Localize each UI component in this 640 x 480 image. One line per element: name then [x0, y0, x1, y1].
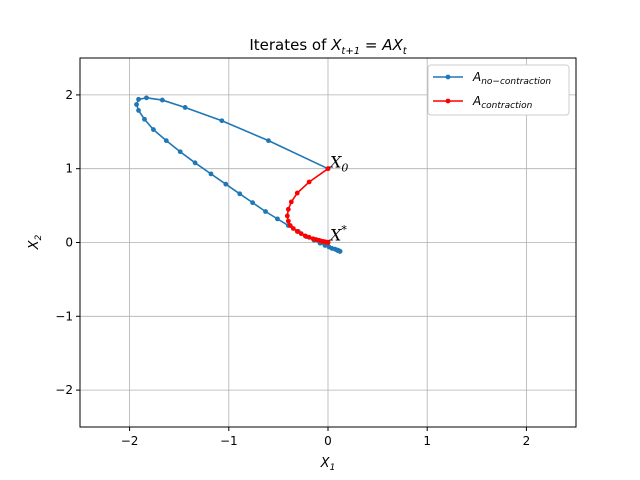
data-point-no-contraction: [151, 127, 156, 132]
x-tick-label: 1: [423, 434, 431, 448]
chart-title: Iterates of Xt+1 = AXt: [249, 36, 407, 57]
data-point-no-contraction: [142, 116, 147, 122]
data-point-contraction: [302, 233, 308, 239]
title-eq-sub: t: [403, 46, 408, 57]
y-tick-label: 0: [65, 236, 73, 250]
data-point-no-contraction: [275, 216, 280, 222]
data-point-no-contraction: [223, 181, 229, 187]
data-point-no-contraction: [144, 95, 149, 101]
data-point-contraction: [285, 218, 291, 224]
data-point-no-contraction: [237, 191, 243, 197]
y-tick-label: −2: [55, 383, 73, 397]
legend-label-contraction: Acontraction: [472, 94, 533, 111]
data-point-no-contraction: [208, 171, 214, 177]
annotation-x0-sub: 0: [341, 162, 348, 175]
x-axis-label-sub: 1: [330, 463, 336, 473]
data-point-no-contraction: [159, 97, 165, 103]
x-tick-label: −2: [121, 434, 139, 448]
x-axis-label: X1: [320, 456, 336, 473]
data-point-contraction: [290, 226, 296, 231]
data-point-contraction: [306, 234, 312, 240]
legend-marker-no-contraction: [445, 74, 451, 80]
data-point-no-contraction: [219, 118, 225, 124]
y-axis-label: X2: [27, 234, 44, 250]
data-point-no-contraction: [263, 209, 268, 214]
x-tick-label: 0: [324, 434, 332, 448]
annotation-x0: X0: [328, 153, 348, 175]
legend: Ano−contraction Acontraction: [427, 64, 570, 116]
annotation-xstar-main: X: [328, 226, 342, 245]
data-point-contraction: [325, 166, 331, 172]
data-point-no-contraction: [266, 138, 271, 144]
legend-contraction-main: A: [472, 94, 481, 108]
legend-box: [427, 64, 570, 116]
title-prefix: Iterates of: [249, 36, 331, 54]
annotation-xstar-sup: *: [341, 224, 347, 237]
x-tick-label: −1: [220, 434, 238, 448]
data-point-contraction: [294, 229, 300, 234]
title-math-sub: t+1: [341, 46, 360, 57]
annotation-x0-main: X: [328, 153, 342, 172]
legend-contraction-sub: contraction: [481, 101, 532, 111]
y-axis-label-main: X: [27, 239, 42, 250]
data-point-contraction: [284, 213, 290, 219]
data-point-contraction: [298, 231, 304, 237]
x-tick-label: 2: [523, 434, 531, 448]
annotation-xstar: X*: [328, 224, 347, 245]
data-point-no-contraction: [182, 105, 188, 110]
data-point-contraction: [287, 223, 293, 228]
annotations: X0 X*: [328, 153, 348, 245]
legend-no-contraction-sub: no−contraction: [481, 77, 551, 87]
data-point-no-contraction: [134, 102, 139, 107]
legend-no-contraction-main: A: [472, 70, 481, 84]
y-axis-label-sub: 2: [34, 234, 44, 240]
data-point-no-contraction: [337, 248, 343, 254]
y-tick-label: 2: [65, 88, 73, 102]
legend-marker-contraction: [445, 98, 451, 104]
data-point-no-contraction: [250, 200, 256, 206]
title-eq: = AX: [360, 36, 403, 54]
legend-label-no-contraction: Ano−contraction: [472, 70, 551, 87]
data-point-contraction: [285, 206, 291, 212]
data-point-no-contraction: [136, 107, 141, 113]
data-point-no-contraction: [136, 96, 141, 102]
x-axis-label-main: X: [320, 456, 331, 471]
data-point-contraction: [294, 190, 300, 196]
series-layer: [134, 95, 343, 254]
y-tick-label: −1: [55, 309, 73, 323]
data-point-no-contraction: [163, 138, 169, 144]
data-point-no-contraction: [177, 149, 183, 155]
data-point-contraction: [325, 240, 331, 245]
data-point-no-contraction: [192, 160, 198, 166]
y-tick-label: 1: [65, 162, 73, 176]
data-point-contraction: [288, 199, 294, 205]
data-point-contraction: [306, 179, 312, 185]
ticks: −2 −1 0 1 2 −2 −1 0 1 2: [55, 88, 530, 448]
title-math: X: [330, 36, 342, 54]
